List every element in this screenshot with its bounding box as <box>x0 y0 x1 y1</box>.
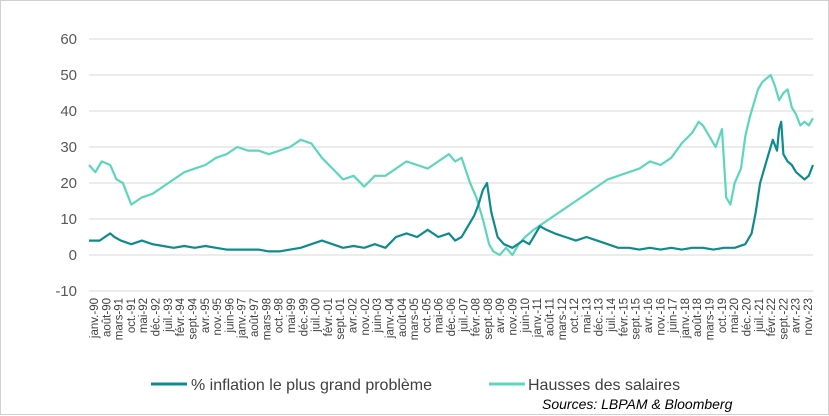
x-tick-label: févr.-01 <box>323 298 335 336</box>
x-tick-label: déc.-13 <box>594 298 606 336</box>
y-tick-label: 50 <box>60 67 77 84</box>
x-tick-label: avr.-16 <box>643 298 655 333</box>
x-tick-label: févr.-94 <box>175 297 187 336</box>
x-tick-label: oct.-12 <box>569 298 581 333</box>
y-tick-label: 20 <box>60 175 77 192</box>
source-note: Sources: LBPAM & Bloomberg <box>542 396 733 412</box>
x-tick-label: mars-91 <box>114 298 126 340</box>
x-tick-label: juin-10 <box>520 298 532 334</box>
y-tick-label: 10 <box>60 211 77 228</box>
x-tick-label: sept.-15 <box>631 298 643 340</box>
gridlines <box>89 38 813 292</box>
series-lines <box>88 73 815 257</box>
x-tick-label: juil.-93 <box>163 298 175 333</box>
y-tick-label: 40 <box>60 103 77 120</box>
x-tick-label: juil.-14 <box>606 297 618 332</box>
x-tick-label: juin-96 <box>224 298 236 334</box>
x-tick-label: janv.-97 <box>237 298 249 339</box>
x-tick-label: janv.-04 <box>384 297 396 339</box>
x-tick-label: sept.-01 <box>335 298 347 340</box>
x-tick-label: juin-17 <box>668 298 680 334</box>
x-tick-label: avr.-02 <box>348 298 360 333</box>
x-tick-label: févr.-08 <box>471 298 483 336</box>
x-tick-label: août-97 <box>249 298 261 337</box>
legend: % inflation le plus grand problème Hauss… <box>151 377 680 394</box>
x-tick-label: oct.-05 <box>421 298 433 333</box>
x-tick-label: sept.-94 <box>187 297 199 339</box>
x-tick-label: déc.-06 <box>446 298 458 336</box>
x-tick-label: nov.-16 <box>655 298 667 336</box>
x-tick-label: oct.-91 <box>126 298 138 333</box>
y-tick-label: 0 <box>69 247 77 264</box>
x-tick-label: nov.-02 <box>360 298 372 336</box>
x-tick-label: avr.-09 <box>495 298 507 333</box>
y-axis-ticks: -10 0 10 20 30 40 50 60 <box>55 31 77 300</box>
x-tick-label: déc.-92 <box>151 298 163 336</box>
x-axis-ticks: janv.-90 août-90 mars-91 oct.-91 mai-92 déc.-… <box>89 297 815 340</box>
x-tick-label: janv.-90 <box>89 298 101 339</box>
x-tick-label: oct.-98 <box>274 298 286 333</box>
x-tick-label: sept.-08 <box>483 298 495 340</box>
x-tick-label: juil.-00 <box>311 298 323 333</box>
x-tick-label: déc.-99 <box>298 298 310 336</box>
x-tick-label: août-11 <box>544 298 556 336</box>
x-tick-label: févr.-15 <box>618 298 630 336</box>
y-tick-label: 30 <box>60 139 77 156</box>
x-tick-label: nov.-95 <box>212 298 224 336</box>
x-tick-label: mai-99 <box>286 298 298 333</box>
x-tick-label: mars-12 <box>557 298 569 340</box>
x-tick-label: mai-13 <box>581 298 593 333</box>
legend-label-salaires: Hausses des salaires <box>528 377 680 394</box>
x-tick-label: août-04 <box>397 297 409 337</box>
y-tick-label: 60 <box>60 31 77 48</box>
x-tick-label: juil.-21 <box>754 298 766 333</box>
x-tick-label: nov.-09 <box>508 298 520 336</box>
x-tick-label: mai-92 <box>138 298 150 333</box>
x-tick-label: avr.-95 <box>200 298 212 333</box>
x-tick-label: mars-19 <box>705 298 717 340</box>
legend-label-inflation: % inflation le plus grand problème <box>191 377 432 394</box>
x-tick-label: janv.-18 <box>680 298 692 339</box>
x-tick-label: mai-06 <box>434 298 446 333</box>
series-line-inflation <box>89 120 815 253</box>
x-tick-label: juin-03 <box>372 298 384 334</box>
x-tick-label: mars-05 <box>409 298 421 340</box>
x-tick-label: nov.-23 <box>803 298 815 336</box>
x-tick-label: mars-98 <box>261 298 273 340</box>
x-tick-label: mai-20 <box>729 298 741 333</box>
y-tick-label: -10 <box>55 283 77 300</box>
x-tick-label: août-18 <box>692 298 704 337</box>
x-tick-label: janv.-11 <box>532 298 544 338</box>
series-line-salaires <box>88 73 814 257</box>
x-tick-label: juil.-07 <box>458 298 470 333</box>
x-tick-label: oct.-19 <box>717 298 729 333</box>
x-tick-label: avr.-23 <box>791 298 803 333</box>
x-tick-label: déc.-20 <box>741 298 753 336</box>
x-tick-label: août-90 <box>101 298 113 337</box>
x-tick-label: sept.-22 <box>778 298 790 340</box>
x-tick-label: févr.-22 <box>766 298 778 336</box>
